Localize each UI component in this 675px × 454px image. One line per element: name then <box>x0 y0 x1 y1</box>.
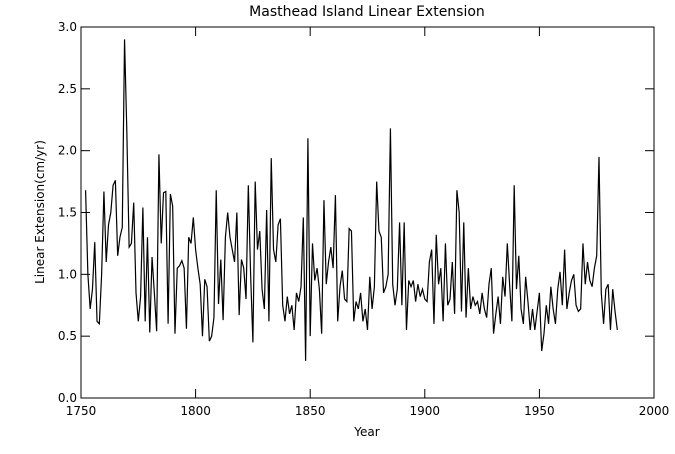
y-tick-label: 2.5 <box>58 82 77 96</box>
y-tick-label: 0.0 <box>58 391 77 405</box>
y-tick-label: 2.0 <box>58 144 77 158</box>
chart-title: Masthead Island Linear Extension <box>249 4 485 20</box>
y-tick-label: 1.5 <box>58 206 77 220</box>
x-axis-label: Year <box>353 425 379 439</box>
y-tick-label: 0.5 <box>58 329 77 343</box>
y-tick-label: 3.0 <box>58 20 77 34</box>
x-tick-label: 1950 <box>524 404 555 418</box>
x-tick-label: 1900 <box>410 404 441 418</box>
data-line <box>84 39 618 361</box>
x-tick-label: 1850 <box>295 404 326 418</box>
y-axis-label: Linear Extension(cm/yr) <box>33 140 47 284</box>
x-tick-label: 1750 <box>66 404 97 418</box>
x-tick-label: 1800 <box>180 404 211 418</box>
x-tick-label: 2000 <box>639 404 670 418</box>
y-tick-label: 1.0 <box>58 267 77 281</box>
